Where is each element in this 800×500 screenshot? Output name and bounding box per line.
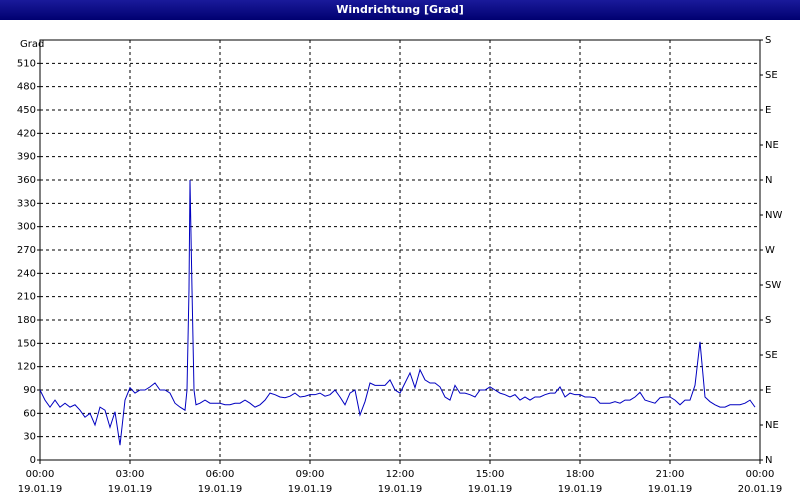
y2-tick-label: E <box>765 105 771 116</box>
x-tick-date: 19.01.19 <box>648 484 693 495</box>
x-tick-date: 20.01.19 <box>738 484 783 495</box>
y-tick-label: 120 <box>17 362 36 373</box>
y2-tick-label: N <box>765 455 772 466</box>
x-tick-label: 21:00 <box>656 469 685 480</box>
chart-title: Windrichtung [Grad] <box>336 3 464 16</box>
y2-tick-label: SE <box>765 70 778 81</box>
y-tick-label: 60 <box>23 408 36 419</box>
y-tick-label: 240 <box>17 268 36 279</box>
x-tick-date: 19.01.19 <box>198 484 243 495</box>
y2-tick-label: NW <box>765 210 782 221</box>
x-tick-date: 19.01.19 <box>468 484 513 495</box>
y-tick-label: 90 <box>23 385 36 396</box>
y-tick-label: 420 <box>17 128 36 139</box>
x-tick-label: 09:00 <box>296 469 325 480</box>
y-tick-label: 180 <box>17 315 36 326</box>
title-bar: Windrichtung [Grad] <box>0 0 800 20</box>
y-tick-label: 150 <box>17 338 36 349</box>
x-tick-label: 06:00 <box>206 469 235 480</box>
y-tick-label: 480 <box>17 82 36 93</box>
y-tick-label: 210 <box>17 292 36 303</box>
x-tick-date: 19.01.19 <box>18 484 63 495</box>
y2-tick-label: NE <box>765 420 779 431</box>
x-tick-label: 15:00 <box>476 469 505 480</box>
x-tick-date: 19.01.19 <box>108 484 153 495</box>
x-tick-label: 00:00 <box>746 469 775 480</box>
data-line <box>39 179 756 446</box>
x-tick-date: 19.01.19 <box>558 484 603 495</box>
x-tick-date: 19.01.19 <box>288 484 333 495</box>
y2-tick-label: S <box>765 315 771 326</box>
x-tick-label: 00:00 <box>26 469 55 480</box>
y-tick-label: 30 <box>23 432 36 443</box>
y2-tick-label: S <box>765 35 771 46</box>
y-tick-label: 390 <box>17 152 36 163</box>
y-tick-label: 450 <box>17 105 36 116</box>
x-tick-date: 19.01.19 <box>378 484 423 495</box>
y-tick-label: 360 <box>17 175 36 186</box>
y-tick-label: 300 <box>17 222 36 233</box>
y-tick-label: 270 <box>17 245 36 256</box>
y2-tick-label: SE <box>765 350 778 361</box>
x-tick-label: 18:00 <box>566 469 595 480</box>
y2-tick-label: SW <box>765 280 781 291</box>
x-tick-label: 03:00 <box>116 469 145 480</box>
y-tick-label: 330 <box>17 198 36 209</box>
y-tick-label: 0 <box>30 455 36 466</box>
chart: Grad 0 30 60 90 120 150 180 210 240 270 300 330 360 3… <box>17 35 783 495</box>
x-tick-label: 12:00 <box>386 469 415 480</box>
y2-tick-label: NE <box>765 140 779 151</box>
y2-tick-label: W <box>765 245 775 256</box>
y2-tick-label: N <box>765 175 772 186</box>
y-tick-label: 510 <box>17 58 36 69</box>
y2-tick-label: E <box>765 385 771 396</box>
y-axis-label: Grad <box>20 39 44 50</box>
